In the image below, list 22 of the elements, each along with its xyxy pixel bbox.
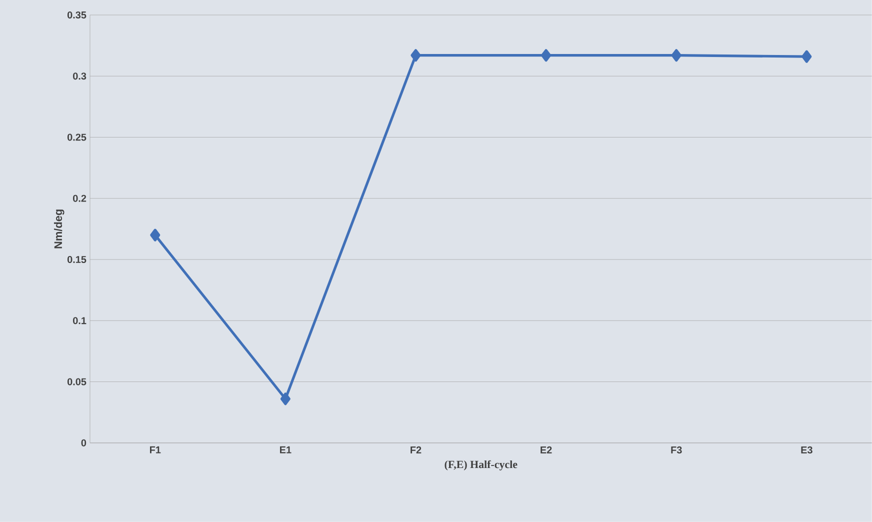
- x-tick-label: E1: [280, 446, 292, 454]
- x-tick-label: F3: [671, 446, 682, 454]
- y-tick-label: 0.1: [73, 317, 86, 324]
- y-tick-label: 0.15: [67, 256, 86, 264]
- y-tick-label: 0.05: [67, 378, 86, 386]
- point: [541, 49, 552, 62]
- x-tick-label: E3: [801, 446, 812, 454]
- point: [410, 49, 421, 62]
- x-tick-label: F2: [410, 446, 422, 454]
- y-tick-label: 0: [81, 439, 86, 446]
- point: [280, 392, 290, 406]
- y-tick-label: 0.2: [73, 194, 86, 202]
- x-tick-label: E2: [540, 446, 552, 454]
- y-tick-label: 0.3: [73, 72, 86, 80]
- point: [802, 50, 812, 63]
- y-tick-label: 0.25: [67, 134, 86, 141]
- y-axis-title: Nm/deg: [54, 210, 64, 248]
- x-tick-label: F1: [150, 446, 161, 454]
- x-axis-title: (F,E) Half-cycle: [444, 460, 518, 470]
- point: [150, 228, 160, 242]
- point: [671, 49, 682, 62]
- y-tick-label: 0.35: [67, 12, 86, 19]
